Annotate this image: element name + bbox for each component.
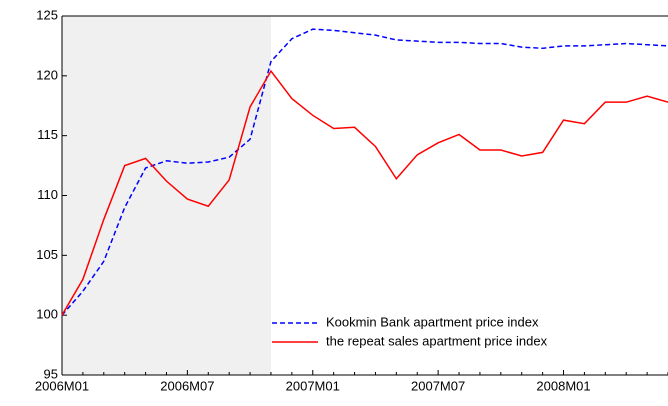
x-tick-label: 2008M01 (536, 378, 590, 393)
x-tick-label: 2006M07 (160, 378, 214, 393)
y-tick-label: 125 (36, 7, 58, 22)
y-tick-label: 95 (44, 366, 58, 381)
x-tick-label: 2007M01 (286, 378, 340, 393)
x-tick-label: 2007M07 (411, 378, 465, 393)
y-tick-label: 100 (36, 307, 58, 322)
series-line (61, 69, 668, 316)
legend-label: Kookmin Bank apartment price index (326, 314, 539, 329)
y-tick-label: 110 (37, 187, 58, 202)
shaded-region (62, 16, 271, 375)
y-tick-label: 105 (36, 247, 58, 262)
x-tick-label: 2006M01 (35, 378, 89, 393)
series-line (61, 28, 668, 316)
y-tick-label: 120 (36, 67, 58, 82)
y-tick-label: 115 (37, 127, 58, 142)
legend-label: the repeat sales apartment price index (326, 333, 548, 348)
